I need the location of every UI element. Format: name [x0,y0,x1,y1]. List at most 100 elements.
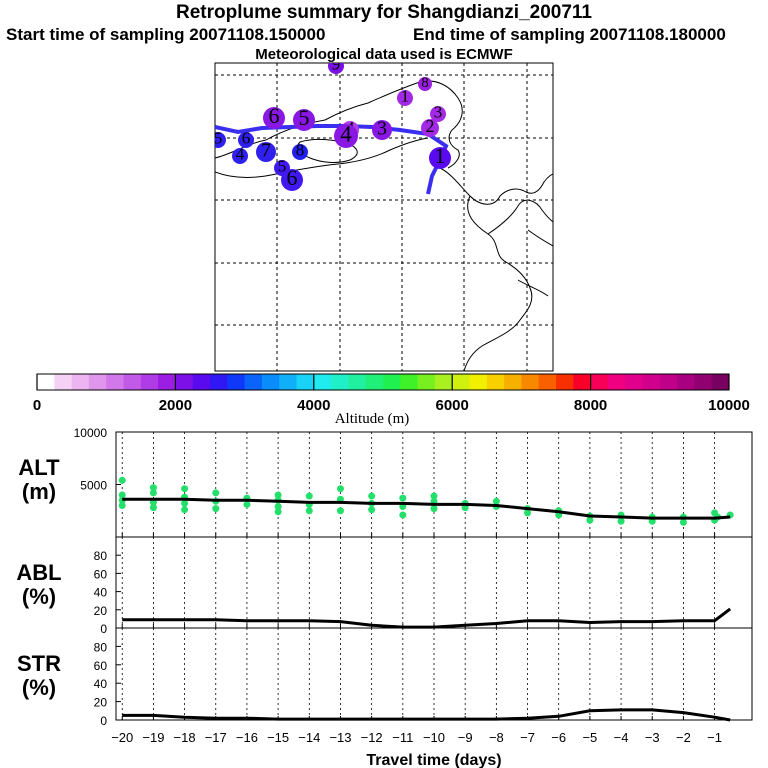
trajectory-label: 3 [434,103,443,122]
altitude-point [274,508,282,516]
altitude-point [212,489,220,497]
series-line-str [122,708,731,722]
trajectory-label: 8 [296,141,305,160]
trajectory-map: 981324654315647865 [214,62,554,372]
altitude-point [305,492,313,500]
trajectory-label: 3 [377,118,387,140]
x-tick-label: −19 [142,730,164,745]
y-axis-label: ABL [16,560,61,585]
colorbar-cell [417,374,436,390]
end-sampling-time: End time of sampling 20071108.180000 [413,25,726,44]
y-tick-label: 20 [94,604,108,618]
x-tick-label: −4 [614,730,629,745]
met-data-note: Meteorological data used is ECMWF [255,46,513,63]
x-tick-label: −7 [520,730,535,745]
altitude-point [181,499,189,507]
colorbar-cell [279,374,297,390]
y-tick-label: 0 [100,622,107,636]
colorbar-cell [175,374,194,390]
colorbar-cell [158,374,176,390]
trajectory-marker [293,109,315,131]
trajectory-label: 5 [214,129,223,148]
trajectory-marker [292,144,308,160]
altitude-point [274,503,282,511]
trajectory-marker [430,106,446,122]
altitude-point [118,491,126,499]
panel-abl: 80 60 40 20 0 ABL(%) [16,536,753,636]
x-tick-label: −17 [205,730,227,745]
trajectory-label: 1 [401,87,410,106]
trajectory-marker [429,147,451,169]
colorbar-tick-label: 10000 [708,397,750,414]
colorbar-cell [642,374,661,390]
x-tick-label: −13 [329,730,351,745]
trajectory-label: 6 [242,129,251,148]
colorbar-tick-label: 2000 [159,397,192,414]
colorbar-cell [140,374,159,390]
colorbar-tick-label: 0 [33,397,41,414]
trajectory-marker [256,142,276,162]
y-tick-label: 40 [94,586,108,600]
colorbar-cell [486,374,505,390]
altitude-point [368,492,376,500]
altitude-point [305,507,313,515]
y-axis-unit: (%) [22,675,56,700]
y-tick-label: 60 [94,659,108,673]
colorbar-cell [261,374,280,390]
x-tick-label: −10 [423,730,445,745]
trajectory-label: 7 [261,140,271,162]
colorbar-cell [556,374,574,390]
altitude-point [492,497,500,505]
altitude-point [524,509,532,517]
colorbar-cell [106,374,124,390]
trajectory-marker [328,63,344,74]
panel-alt: 10000 5000 ALT(m) [18,426,753,538]
x-tick-label: −2 [676,730,691,745]
altitude-point [212,505,220,513]
colorbar-cell [88,374,107,390]
trajectory-label: 6 [269,103,280,128]
colorbar-cell [469,374,488,390]
altitude-point [336,485,344,493]
colorbar-cell [521,374,540,390]
trajectory-marker [215,132,226,148]
altitude-point [399,511,407,519]
trajectory-marker [418,77,432,91]
chart-title: Retroplume summary for Shangdianzi_20071… [175,2,593,23]
x-tick-label: −6 [551,730,566,745]
altitude-point [149,489,157,497]
altitude-point [430,505,438,513]
x-tick-label: −15 [267,730,289,745]
x-tick-label: −5 [582,730,597,745]
y-axis-unit: (%) [22,584,56,609]
colorbar-cell [331,374,349,390]
colorbar-cell [227,374,246,390]
altitude-point [149,484,157,492]
trajectory-labels: 981324654315647865 [214,63,451,191]
trajectory-label: 5 [299,105,310,130]
colorbar-cell [123,374,142,390]
trajectory-label: 1 [435,143,446,168]
colorbar-tick-label: 6000 [436,397,469,414]
y-tick-label: 5000 [80,479,107,493]
colorbar-cell [659,374,678,390]
y-tick-label: 60 [94,567,108,581]
altitude-colorbar: 0 2000 4000 6000 8000 10000 Altitude (m) [33,373,750,427]
y-tick-label: 40 [94,677,108,691]
x-tick-label: −8 [489,730,504,745]
colorbar-cell [573,374,592,390]
trajectory-marker [238,132,254,148]
y-tick-label: 0 [100,714,107,728]
colorbar-cell [54,374,73,390]
altitude-point [399,494,407,502]
colorbar-cell [192,374,211,390]
colorbar-cell [71,374,90,390]
altitude-point [181,485,189,493]
colorbar-cell [37,374,55,390]
x-tick-label: −11 [392,730,413,745]
trajectory-marker [232,148,248,164]
y-axis-label: STR [17,651,61,676]
x-axis-label: Travel time (days) [366,752,501,768]
trajectory-marker [274,160,290,176]
colorbar-cell [383,374,401,390]
